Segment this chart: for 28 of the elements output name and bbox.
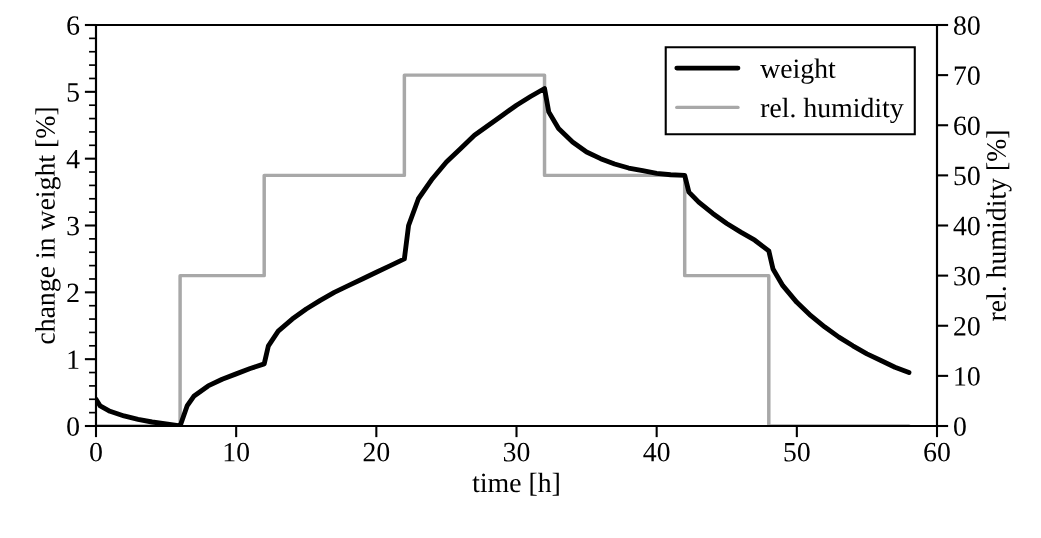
x-axis-title: time [h]: [472, 472, 559, 496]
x-tick-label: 30: [503, 442, 530, 462]
y-tick-label: 2: [67, 283, 79, 302]
y-tick-label: 3: [67, 216, 79, 236]
y2-tick-label: 80: [954, 16, 980, 35]
x-tick-label: 50: [784, 442, 810, 462]
y-tick-label: 1: [68, 350, 79, 369]
y2-tick-label: 50: [954, 166, 980, 186]
y2-tick-label: 40: [953, 216, 980, 236]
y-tick-label: 6: [67, 16, 80, 35]
y2-tick-label: 30: [954, 266, 980, 286]
y-tick-label: 0: [67, 417, 79, 436]
y2-tick-label: 70: [954, 66, 980, 86]
y2-tick-label: 20: [954, 316, 980, 336]
y2-tick-label: 10: [955, 367, 980, 386]
y-tick-label: 4: [66, 150, 80, 169]
y2-axis-title: rel. humidity [%]: [986, 131, 1012, 321]
y-tick-label: 5: [67, 83, 79, 102]
x-tick-label: 10: [224, 442, 249, 462]
y-axis-title: change in weight [%]: [35, 108, 61, 344]
x-tick-label: 40: [643, 442, 670, 462]
x-tick-label: 60: [924, 442, 950, 462]
y2-tick-label: 60: [954, 116, 980, 136]
legend-label: rel. humidity: [760, 97, 904, 124]
x-tick-label: 20: [363, 442, 390, 462]
legend-label: weight: [760, 58, 836, 84]
y2-tick-label: 0: [954, 417, 966, 436]
x-tick-label: 0: [90, 442, 102, 462]
